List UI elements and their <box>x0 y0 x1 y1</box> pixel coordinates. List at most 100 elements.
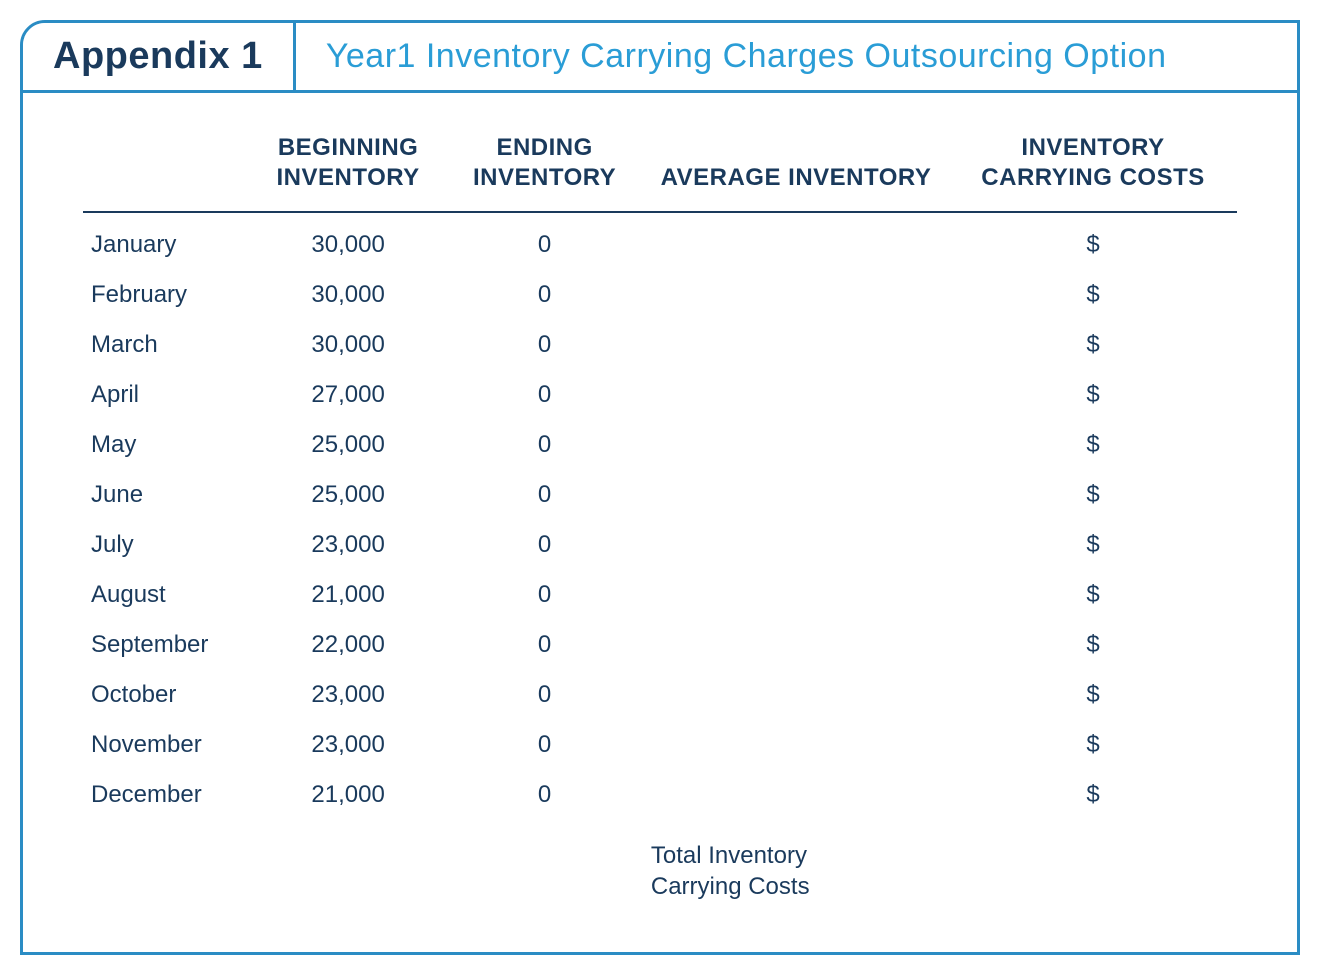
cell-carrying: $ <box>949 212 1237 270</box>
inventory-table: BEGINNING INVENTORY ENDING INVENTORY AVE… <box>83 123 1237 912</box>
cell-ending: 0 <box>446 670 643 720</box>
cell-average <box>643 470 949 520</box>
cell-month: November <box>83 720 250 770</box>
cell-average <box>643 212 949 270</box>
col-header-carrying: INVENTORY CARRYING COSTS <box>949 123 1237 212</box>
cell-month: March <box>83 320 250 370</box>
col-header-month <box>83 123 250 212</box>
table-row: September22,0000 $ <box>83 620 1237 670</box>
cell-average <box>643 420 949 470</box>
cell-carrying: $ <box>949 620 1237 670</box>
cell-beginning: 22,000 <box>250 620 447 670</box>
header-row: Appendix 1 Year1 Inventory Carrying Char… <box>23 23 1297 93</box>
cell-month: May <box>83 420 250 470</box>
cell-average <box>643 570 949 620</box>
cell-ending: 0 <box>446 620 643 670</box>
col-header-line: BEGINNING <box>278 134 419 161</box>
cell-beginning: 27,000 <box>250 370 447 420</box>
cell-month: April <box>83 370 250 420</box>
appendix-container: Appendix 1 Year1 Inventory Carrying Char… <box>20 20 1300 955</box>
cell-average <box>643 370 949 420</box>
cell-ending: 0 <box>446 320 643 370</box>
cell-carrying: $ <box>949 370 1237 420</box>
table-row: July23,0000 $ <box>83 520 1237 570</box>
footer-line: Carrying Costs <box>651 873 810 900</box>
table-wrap: BEGINNING INVENTORY ENDING INVENTORY AVE… <box>23 93 1297 952</box>
table-row: February30,0000 $ <box>83 270 1237 320</box>
col-header-line: CARRYING COSTS <box>981 164 1204 191</box>
cell-month: June <box>83 470 250 520</box>
cell-beginning: 23,000 <box>250 520 447 570</box>
cell-ending: 0 <box>446 370 643 420</box>
footer-empty <box>83 820 250 912</box>
cell-average <box>643 720 949 770</box>
footer-total-label: Total Inventory Carrying Costs <box>643 820 949 912</box>
cell-carrying: $ <box>949 420 1237 470</box>
table-row: November23,0000 $ <box>83 720 1237 770</box>
col-header-line: INVENTORY <box>473 164 616 191</box>
footer-line: Total Inventory <box>651 842 807 869</box>
cell-month: January <box>83 212 250 270</box>
cell-ending: 0 <box>446 770 643 820</box>
cell-average <box>643 270 949 320</box>
cell-carrying: $ <box>949 520 1237 570</box>
col-header-ending: ENDING INVENTORY <box>446 123 643 212</box>
table-row: June25,0000 $ <box>83 470 1237 520</box>
cell-beginning: 23,000 <box>250 720 447 770</box>
cell-month: October <box>83 670 250 720</box>
cell-month: February <box>83 270 250 320</box>
cell-average <box>643 670 949 720</box>
cell-ending: 0 <box>446 270 643 320</box>
appendix-tab-label: Appendix 1 <box>23 23 296 90</box>
cell-ending: 0 <box>446 570 643 620</box>
footer-empty <box>949 820 1237 912</box>
col-header-line: INVENTORY <box>277 164 420 191</box>
table-row: April27,0000 $ <box>83 370 1237 420</box>
col-header-line: AVERAGE INVENTORY <box>661 164 932 191</box>
table-row: March30,0000 $ <box>83 320 1237 370</box>
cell-carrying: $ <box>949 270 1237 320</box>
col-header-line: INVENTORY <box>1021 134 1164 161</box>
cell-beginning: 30,000 <box>250 270 447 320</box>
cell-beginning: 30,000 <box>250 212 447 270</box>
col-header-average: AVERAGE INVENTORY <box>643 123 949 212</box>
cell-carrying: $ <box>949 570 1237 620</box>
table-header-row: BEGINNING INVENTORY ENDING INVENTORY AVE… <box>83 123 1237 212</box>
cell-carrying: $ <box>949 670 1237 720</box>
cell-average <box>643 520 949 570</box>
cell-beginning: 21,000 <box>250 770 447 820</box>
footer-empty <box>446 820 643 912</box>
table-row: October23,0000 $ <box>83 670 1237 720</box>
cell-carrying: $ <box>949 470 1237 520</box>
footer-empty <box>250 820 447 912</box>
cell-ending: 0 <box>446 520 643 570</box>
cell-carrying: $ <box>949 770 1237 820</box>
table-row: August21,0000 $ <box>83 570 1237 620</box>
cell-average <box>643 320 949 370</box>
cell-month: December <box>83 770 250 820</box>
cell-month: September <box>83 620 250 670</box>
cell-carrying: $ <box>949 320 1237 370</box>
table-row: January30,0000 $ <box>83 212 1237 270</box>
cell-ending: 0 <box>446 420 643 470</box>
cell-carrying: $ <box>949 720 1237 770</box>
cell-month: July <box>83 520 250 570</box>
cell-beginning: 30,000 <box>250 320 447 370</box>
cell-beginning: 25,000 <box>250 470 447 520</box>
col-header-beginning: BEGINNING INVENTORY <box>250 123 447 212</box>
table-footer-row: Total Inventory Carrying Costs <box>83 820 1237 912</box>
cell-average <box>643 620 949 670</box>
cell-ending: 0 <box>446 720 643 770</box>
table-body: January30,0000$February30,0000$March30,0… <box>83 212 1237 820</box>
col-header-line: ENDING <box>496 134 592 161</box>
table-row: December21,0000 $ <box>83 770 1237 820</box>
cell-average <box>643 770 949 820</box>
cell-month: August <box>83 570 250 620</box>
cell-ending: 0 <box>446 470 643 520</box>
table-row: May25,0000 $ <box>83 420 1237 470</box>
cell-beginning: 25,000 <box>250 420 447 470</box>
appendix-title: Year1 Inventory Carrying Charges Outsour… <box>296 23 1297 90</box>
cell-beginning: 23,000 <box>250 670 447 720</box>
cell-ending: 0 <box>446 212 643 270</box>
cell-beginning: 21,000 <box>250 570 447 620</box>
